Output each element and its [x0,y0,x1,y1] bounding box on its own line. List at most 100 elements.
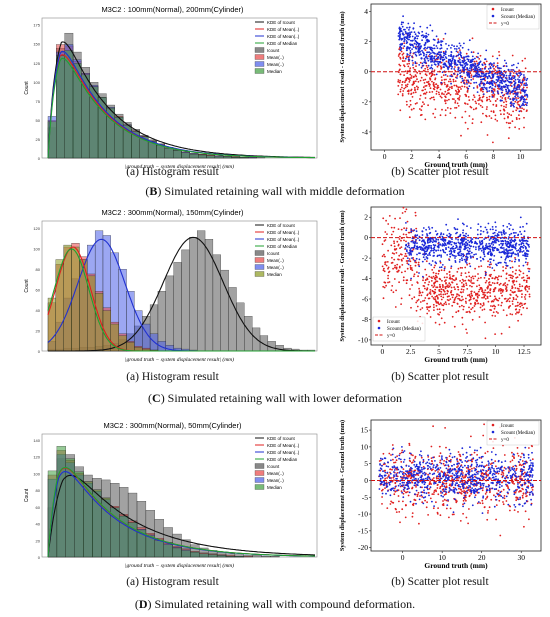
scatter-point [469,82,472,85]
scatter-point [481,455,484,458]
scatter-point [497,92,499,95]
scatter-point [466,83,468,85]
scatter-point [442,56,445,59]
scatter-point [526,250,528,252]
scatter-point [381,464,383,467]
scatter-point [400,303,402,305]
scatter-point [413,484,416,487]
scatter-point [488,95,491,98]
scatter-point [472,282,475,285]
scatter-point [404,57,407,60]
scatter-point [407,90,410,93]
scatter-point [500,113,502,116]
scatter-point [389,503,392,505]
legend-entry: KDE of Mean(..) [267,237,300,242]
scatter-point [444,109,447,112]
scatter-point [505,62,508,65]
histogram-bar [243,556,253,558]
legend-entry: Mean(..) [267,478,284,483]
scatter-point [404,472,407,475]
scatter-point [427,46,429,49]
scatter-point [460,473,462,476]
histogram-bar [190,551,200,558]
scatter-point [429,87,432,90]
scatter-point [447,469,449,472]
scatter-point [527,474,530,476]
scatter-point [419,495,421,497]
scatter-point [497,489,500,492]
scatter-point [495,229,497,232]
scatter-point [481,499,484,502]
scatter-point [509,74,512,77]
scatter-point [483,466,485,469]
scatter-point [435,300,437,303]
scatter-point [470,303,472,305]
scatter-point [518,69,521,72]
scatter-point [405,84,407,87]
scatter-point [438,445,441,448]
scatter-point [406,267,409,270]
scatter-point [444,100,446,102]
scatter-point [430,247,433,250]
scatter-point [418,239,421,242]
scatter-point [485,49,488,52]
scatter-point [432,271,435,274]
scatter-point [515,280,518,283]
scatter-point [475,107,477,110]
scatter-point [461,481,464,483]
scatter-point [526,77,529,80]
legend-marker [377,319,381,323]
scatter-point [502,503,505,506]
scatter-point [436,47,439,49]
scatter-point [421,249,423,251]
scatter-point [523,116,525,119]
scatter-point [508,279,510,282]
scatter-point [460,254,462,257]
scatter-point [491,226,494,228]
scatter-point [433,55,436,58]
scatter-point [485,271,487,274]
scatter-point [479,482,482,485]
scatter-point [412,62,414,64]
scatter-point [418,290,421,293]
scatter-point [440,317,443,320]
scatter-point [488,282,490,284]
scatter-point [465,238,467,241]
scatter-point [440,288,443,290]
scatter-point [406,220,409,223]
scatter-point [507,298,510,301]
scatter-point [530,484,532,487]
scatter-point [402,496,405,499]
scatter-point [425,91,428,94]
scatter-point [505,264,508,267]
scatter-point [470,256,472,258]
scatter-point [400,465,403,468]
scatter-point [466,55,468,58]
scatter-point [464,279,467,282]
scatter-point [518,72,520,74]
histogram-panel-c: M3C2 : 300mm(Normal), 150mm(Cylinder) 0 20… [20,205,325,367]
scatter-point [531,445,533,448]
scatter-point [488,86,491,89]
scatter-point [515,294,518,297]
scatter-point [465,516,468,519]
scatter-point [458,57,461,59]
scatter-point [431,500,433,503]
scatter-point [417,263,420,266]
scatter-point [400,246,403,248]
scatter-point [455,242,458,245]
scatter-point [504,297,507,300]
scatter-point [472,58,475,61]
scatter-point [417,80,420,83]
scatter-point [467,127,469,130]
scatter-point [405,491,407,494]
scatter-point [449,483,451,486]
scatter-point [428,494,430,497]
scatter-point [404,255,406,257]
scatter-point [519,226,522,228]
scatter-point [492,462,495,464]
scatter-point [426,308,429,310]
scatter-point [459,44,462,47]
scatter-point [452,511,455,514]
scatter-point [463,85,466,88]
